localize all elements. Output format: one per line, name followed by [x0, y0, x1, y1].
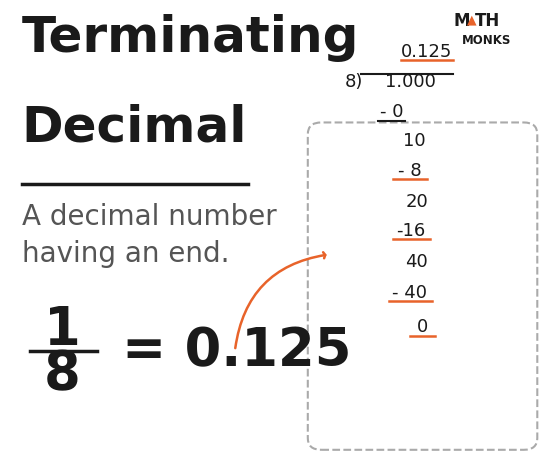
Text: - 0: - 0 — [380, 103, 403, 121]
Text: 10: 10 — [403, 132, 426, 150]
Text: 1.000: 1.000 — [385, 73, 436, 91]
Text: 20: 20 — [406, 193, 428, 211]
Text: 8: 8 — [44, 349, 80, 400]
Text: -16: -16 — [396, 222, 425, 240]
Text: 0: 0 — [417, 318, 428, 336]
Text: 8): 8) — [345, 73, 363, 91]
Text: TH: TH — [475, 12, 500, 30]
Text: ▲: ▲ — [467, 13, 476, 26]
Text: 0.125: 0.125 — [401, 43, 453, 61]
Text: 1: 1 — [44, 304, 80, 356]
Text: M: M — [454, 12, 470, 30]
Text: = 0.125: = 0.125 — [122, 325, 351, 377]
Text: 40: 40 — [406, 253, 428, 271]
Text: Decimal: Decimal — [22, 104, 247, 152]
Text: Terminating: Terminating — [22, 14, 359, 62]
FancyBboxPatch shape — [308, 122, 537, 450]
Text: MONKS: MONKS — [462, 34, 511, 47]
Text: A decimal number
having an end.: A decimal number having an end. — [22, 203, 276, 268]
Text: - 8: - 8 — [397, 162, 421, 179]
Text: - 40: - 40 — [392, 284, 427, 302]
